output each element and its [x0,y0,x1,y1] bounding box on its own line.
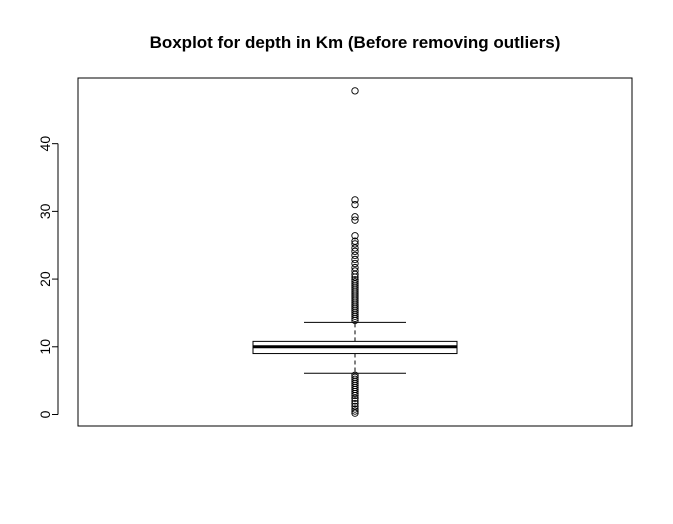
outlier-point [351,276,359,284]
outlier-point [351,255,359,264]
outlier-point [351,216,359,224]
box-plot [252,321,458,374]
outlier-point [351,375,359,383]
y-tick-label: 10 [37,339,53,355]
outlier-point [351,87,359,95]
outlier-point [351,200,359,209]
outlier-point [351,402,359,411]
outlier-point [351,213,359,221]
chart-title: Boxplot for depth in Km (Before removing… [150,33,561,52]
outlier-point [351,400,359,408]
outlier-point [351,371,359,379]
outlier-point [351,278,359,286]
outlier-point [351,237,359,245]
outlier-point [351,240,359,248]
outlier-point [351,251,359,260]
outlier-point [351,407,359,415]
outlier-point [351,232,359,240]
outlier-point [351,259,359,268]
outlier-point [351,263,359,272]
outlier-point [351,405,359,413]
outlier-point [351,267,359,275]
y-tick-label: 20 [37,271,53,287]
plot-frame [77,77,633,427]
y-axis: 0 10 20 30 40 [37,136,59,418]
outlier-point [351,247,359,255]
outlier-point [351,196,359,204]
outlier-point [351,397,359,405]
y-tick-label: 30 [37,203,53,219]
y-tick-label: 0 [37,410,53,418]
outlier-point [351,373,359,381]
y-tick-label: 40 [37,136,53,152]
outlier-points [351,87,359,417]
